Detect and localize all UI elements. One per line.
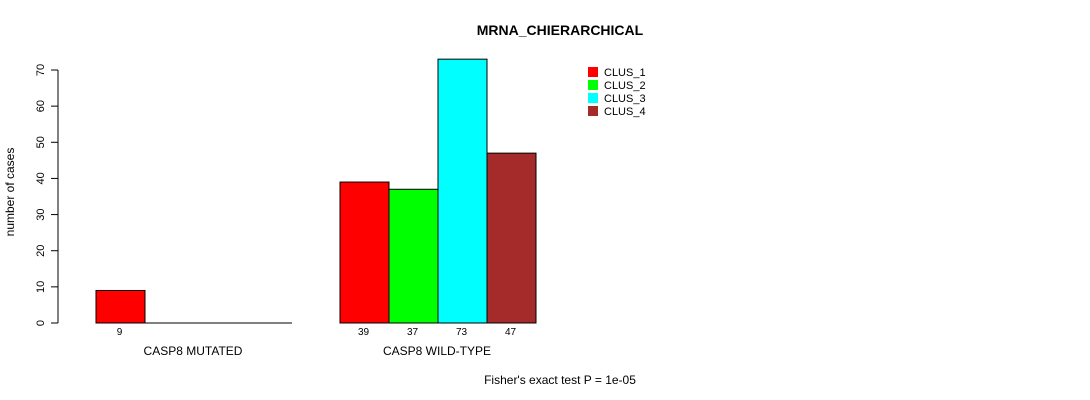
value-label: 37 (407, 327, 419, 338)
legend-label: CLUS_2 (604, 80, 646, 92)
y-tick-label: 0 (35, 320, 47, 326)
y-tick-label: 10 (35, 281, 47, 293)
legend-label: CLUS_4 (604, 106, 646, 118)
legend-swatch-clus-2 (588, 80, 598, 90)
bar-clus-2-group-2 (388, 188, 439, 324)
y-axis-label: number of cases (3, 148, 17, 237)
legend-swatch-clus-3 (588, 93, 598, 103)
value-labels: 9 39 37 73 47 (117, 327, 517, 338)
fisher-test-footnote: Fisher's exact test P = 1e-05 (484, 373, 636, 387)
group-labels: CASP8 MUTATED CASP8 WILD-TYPE (144, 344, 491, 358)
legend-label: CLUS_3 (604, 93, 646, 105)
y-tick-label: 20 (35, 245, 47, 257)
y-tick-label: 40 (35, 172, 47, 184)
bars (95, 58, 537, 324)
y-tick-label: 70 (35, 64, 47, 76)
bar-clus-1-group-2 (339, 181, 390, 324)
legend-label: CLUS_1 (604, 67, 646, 79)
y-tick-label: 60 (35, 100, 47, 112)
y-axis: 0 10 20 30 40 50 60 70 (35, 64, 59, 326)
value-label: 73 (456, 327, 468, 338)
value-label: 9 (117, 327, 123, 338)
bar-clus-4-group-2 (486, 152, 537, 324)
group-label: CASP8 MUTATED (144, 344, 243, 358)
legend-swatch-clus-1 (588, 67, 598, 77)
y-tick-label: 30 (35, 208, 47, 220)
value-label: 47 (505, 327, 517, 338)
chart-title: MRNA_CHIERARCHICAL (477, 22, 644, 38)
y-tick-label: 50 (35, 136, 47, 148)
bar-clus-3-group-2 (437, 58, 488, 324)
bar-clus-1-group-1 (95, 289, 146, 324)
value-label: 39 (358, 327, 370, 338)
legend-swatch-clus-4 (588, 106, 598, 116)
group-label: CASP8 WILD-TYPE (383, 344, 491, 358)
